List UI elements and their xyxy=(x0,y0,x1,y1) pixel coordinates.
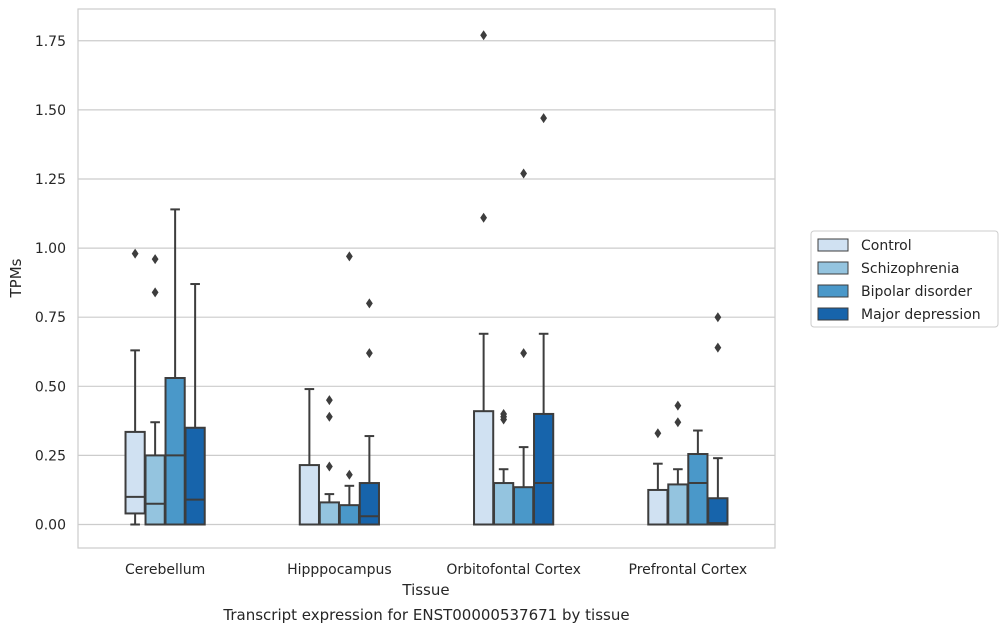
legend-swatch xyxy=(817,261,849,275)
legend-swatch xyxy=(817,238,849,252)
y-tick-label: 0.25 xyxy=(35,448,66,464)
box-plot xyxy=(338,251,360,526)
legend-swatch xyxy=(817,307,849,321)
x-tick-label: Orbitofontal Cortex xyxy=(446,562,581,578)
box-iqr xyxy=(533,412,555,526)
box-plot xyxy=(687,429,709,526)
outlier-point xyxy=(365,348,373,359)
box-iqr xyxy=(687,453,709,526)
x-axis-ticks: Cerebellum Hipppocampus Orbitofontal Corte… xyxy=(125,562,747,578)
box-iqr xyxy=(124,430,146,515)
box-plot xyxy=(513,168,535,526)
y-tick-label: 0.50 xyxy=(35,379,66,395)
legend-label: Bipolar disorder xyxy=(861,284,972,300)
outlier-point xyxy=(325,411,333,422)
outlier-point xyxy=(365,298,373,309)
y-tick-label: 0.00 xyxy=(35,518,66,534)
x-axis-title: Tissue xyxy=(401,581,449,599)
series-control xyxy=(124,30,669,526)
outlier-point xyxy=(520,168,528,179)
box-plot xyxy=(124,248,146,526)
box-plot xyxy=(533,113,555,526)
outlier-point xyxy=(480,212,488,223)
box-plot xyxy=(164,208,186,526)
outlier-point xyxy=(131,248,139,259)
box-iqr xyxy=(667,483,689,526)
box-plot xyxy=(707,312,729,526)
box-series xyxy=(124,30,729,526)
outlier-point xyxy=(714,312,722,323)
y-tick-label: 0.75 xyxy=(35,310,66,326)
outlier-point xyxy=(520,348,528,359)
x-tick-label: Cerebellum xyxy=(125,562,205,578)
legend-swatch xyxy=(817,284,849,298)
box-plot xyxy=(144,254,166,526)
box-plot xyxy=(184,283,206,526)
series-schizophrenia xyxy=(144,254,689,526)
outlier-point xyxy=(540,113,548,124)
outlier-point xyxy=(500,408,508,419)
outlier-point xyxy=(325,461,333,472)
box-iqr xyxy=(647,488,669,526)
box-plot xyxy=(298,388,320,526)
box-plot xyxy=(473,30,495,526)
outlier-point xyxy=(151,254,159,265)
box-iqr xyxy=(318,501,340,526)
outlier-point xyxy=(345,469,353,480)
y-axis-ticks: 0.00 0.25 0.50 0.75 1.00 1.25 1.50 1.75 xyxy=(35,34,66,534)
series-major-depression xyxy=(184,113,729,526)
legend: Control Schizophrenia Bipolar disorder Majo… xyxy=(810,230,999,328)
box-iqr xyxy=(358,482,380,526)
outlier-point xyxy=(714,342,722,353)
x-tick-label: Prefrontal Cortex xyxy=(629,562,748,578)
box-plot xyxy=(667,400,689,526)
outlier-point xyxy=(654,428,662,439)
box-iqr xyxy=(298,464,320,526)
box-plot xyxy=(358,298,380,526)
legend-label: Control xyxy=(861,238,912,254)
box-iqr xyxy=(164,377,186,526)
x-tick-label: Hipppocampus xyxy=(287,562,392,578)
y-axis-title: TPMs xyxy=(7,258,25,298)
legend-frame xyxy=(810,230,999,328)
plot-area-frame xyxy=(77,8,776,549)
outlier-point xyxy=(674,400,682,411)
box-iqr xyxy=(707,497,729,526)
box-plot xyxy=(647,428,669,526)
box-iqr xyxy=(144,454,166,526)
box-iqr xyxy=(184,426,206,526)
y-tick-label: 1.00 xyxy=(35,241,66,257)
box-iqr xyxy=(513,486,535,526)
outlier-point xyxy=(345,251,353,262)
box-iqr xyxy=(493,482,515,526)
outlier-point xyxy=(325,395,333,406)
outlier-point xyxy=(674,417,682,428)
y-tick-label: 1.75 xyxy=(35,34,66,50)
series-bipolar-disorder xyxy=(164,168,709,526)
outlier-point xyxy=(151,287,159,298)
box-iqr xyxy=(338,504,360,526)
legend-label: Major depression xyxy=(861,307,981,323)
y-tick-label: 1.25 xyxy=(35,172,66,188)
box-plot xyxy=(318,395,340,526)
outlier-point xyxy=(480,30,488,41)
box-plot xyxy=(493,408,515,526)
legend-label: Schizophrenia xyxy=(861,261,959,277)
box-iqr xyxy=(473,410,495,526)
figure-caption: Transcript expression for ENST0000053767… xyxy=(223,606,630,624)
y-tick-label: 1.50 xyxy=(35,103,66,119)
